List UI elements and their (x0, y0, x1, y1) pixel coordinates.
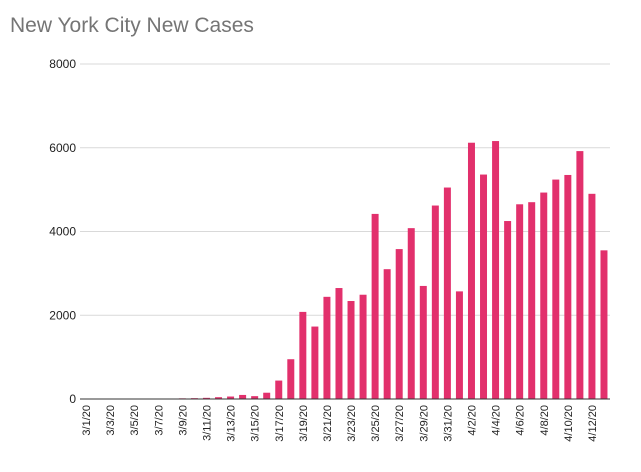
x-tick-label: 3/23/20 (346, 405, 358, 442)
bar-3/22/20 (335, 288, 343, 399)
bar-4/4/20 (492, 141, 500, 400)
bar-3/15/20 (251, 396, 259, 399)
x-tick-label: 3/25/20 (370, 405, 382, 442)
x-tick-label: 4/12/20 (587, 405, 599, 442)
chart-title: New York City New Cases (10, 14, 254, 37)
bar-4/9/20 (552, 179, 560, 399)
x-tick-label: 3/17/20 (274, 405, 286, 442)
x-tick-label: 3/15/20 (250, 405, 262, 442)
x-tick-label: 3/13/20 (226, 405, 238, 442)
bar-3/24/20 (359, 294, 367, 399)
bar-4/1/20 (455, 291, 463, 399)
x-tick-label: 4/4/20 (491, 405, 503, 436)
y-tick-label: 6000 (49, 141, 76, 155)
bar-4/11/20 (576, 151, 584, 399)
y-tick-label: 2000 (49, 308, 76, 322)
x-tick-label: 3/21/20 (322, 405, 334, 442)
bar-3/16/20 (263, 392, 271, 399)
bar-3/27/20 (395, 249, 403, 399)
x-tick-label: 3/19/20 (298, 405, 310, 442)
bar-3/13/20 (227, 396, 235, 399)
bar-3/31/20 (443, 187, 451, 399)
bar-3/26/20 (383, 269, 391, 399)
bar-4/10/20 (564, 174, 572, 399)
x-tick-label: 4/10/20 (563, 405, 575, 442)
bar-4/6/20 (516, 204, 524, 399)
bar-4/3/20 (480, 174, 488, 399)
bar-3/20/20 (311, 326, 319, 399)
bar-series (82, 141, 608, 400)
x-tick-label: 3/27/20 (394, 405, 406, 442)
x-tick-label: 3/31/20 (442, 405, 454, 442)
x-tick-label: 3/9/20 (177, 405, 189, 436)
bar-3/17/20 (275, 380, 283, 399)
bar-3/14/20 (239, 394, 247, 399)
x-tick-label: 3/29/20 (418, 405, 430, 442)
bar-4/5/20 (504, 221, 512, 399)
x-tick-label: 3/5/20 (129, 405, 141, 436)
bar-3/28/20 (407, 228, 415, 399)
x-tick-label: 3/3/20 (105, 405, 117, 436)
bar-3/19/20 (299, 311, 307, 399)
x-tick-label: 3/7/20 (153, 405, 165, 436)
x-tick-label: 3/1/20 (81, 405, 93, 436)
bar-3/29/20 (419, 285, 427, 399)
bar-3/12/20 (215, 397, 223, 399)
y-tick-label: 0 (69, 392, 76, 406)
bar-4/7/20 (528, 202, 536, 399)
x-tick-label: 4/2/20 (466, 405, 478, 436)
y-tick-label: 8000 (49, 57, 76, 71)
bar-4/8/20 (540, 192, 548, 399)
y-axis-ticks: 0 2000 4000 6000 8000 (49, 57, 76, 406)
bar-3/30/20 (431, 205, 439, 399)
bar-3/25/20 (371, 213, 379, 399)
bar-3/21/20 (323, 296, 331, 399)
bar-3/23/20 (347, 301, 355, 399)
x-tick-label: 3/11/20 (201, 405, 213, 441)
bar-4/2/20 (467, 142, 475, 399)
x-axis-ticks: 3/1/20 3/3/20 3/5/20 3/7/20 3/9/20 3/11/20 3/1… (81, 405, 599, 442)
bar-3/11/20 (202, 397, 210, 399)
y-tick-label: 4000 (49, 225, 76, 239)
x-tick-label: 4/6/20 (515, 405, 527, 436)
x-tick-label: 4/8/20 (539, 405, 551, 436)
bar-4/12/20 (588, 193, 596, 399)
bar-3/18/20 (287, 359, 295, 399)
bar-4/13/20 (600, 250, 608, 399)
